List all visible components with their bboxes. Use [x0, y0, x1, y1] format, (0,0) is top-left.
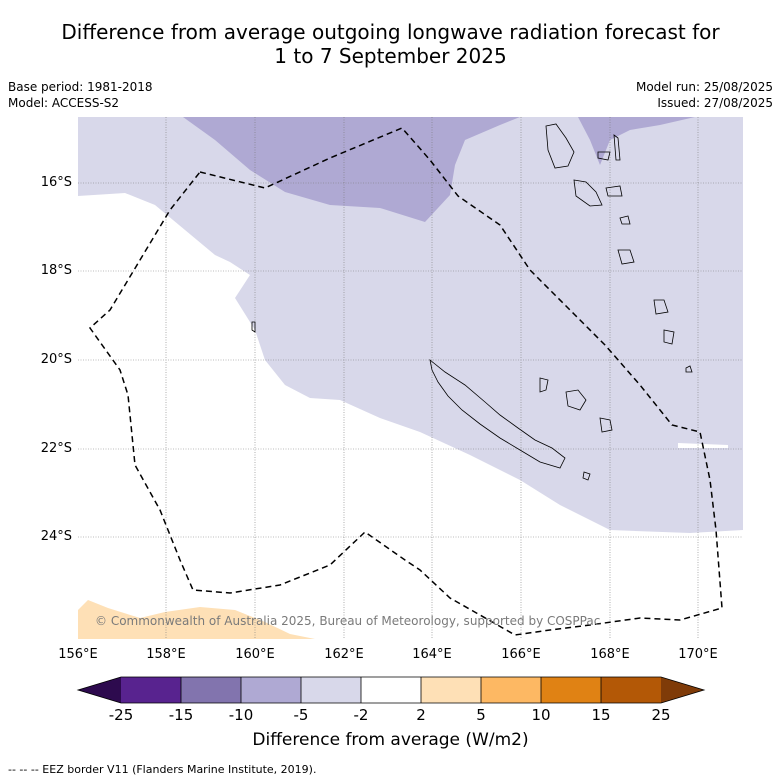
new-caledonia-coast [429, 359, 566, 469]
model-name: Model: ACCESS-S2 [8, 96, 120, 110]
colorbar-extend-high [661, 677, 704, 703]
colorbar-tick: -25 [108, 706, 134, 724]
vanuatu-erromango [617, 249, 635, 265]
anomaly-region-minus2-to-minus5 [78, 117, 743, 533]
isle-of-pines [582, 471, 591, 481]
vanuatu-espiritu-santo [545, 123, 575, 169]
colorbar-tick: 25 [651, 706, 671, 724]
colorbar-tick: -2 [353, 706, 369, 724]
loyalty-island-mare [599, 417, 613, 433]
colorbar-segment [181, 677, 241, 703]
colorbar-segment [121, 677, 181, 703]
vanuatu-maewo [597, 151, 611, 161]
colorbar-tick: 10 [531, 706, 551, 724]
base-period: Base period: 1981-2018 [8, 80, 153, 94]
map-area [78, 117, 743, 639]
lon-label-170e: 170°E [678, 647, 718, 662]
eez-border [89, 127, 723, 636]
colorbar-segment [301, 677, 361, 703]
colorbar-segment [541, 677, 601, 703]
map-title-line-2: 1 to 7 September 2025 [274, 44, 507, 68]
vanuatu-tanna [653, 299, 669, 315]
colorbar-segment [601, 677, 661, 703]
anomaly-region-minus5-to-minus10-north [578, 117, 695, 165]
colorbar-tick: -15 [168, 706, 194, 724]
lon-label-168e: 168°E [590, 647, 630, 662]
loyalty-island-lifou [565, 389, 587, 411]
vanuatu-efate [619, 215, 631, 225]
colorbar-label: Difference from average (W/m2) [252, 730, 529, 750]
eez-footnote: -- -- -- EEZ border V11 (Flanders Marine… [8, 763, 317, 776]
lat-label-18s: 18°S [40, 263, 72, 278]
colorbar-tick: -5 [293, 706, 309, 724]
lon-label-160e: 160°E [235, 647, 275, 662]
lon-label-166e: 166°E [501, 647, 541, 662]
colorbar-outline [76, 676, 706, 704]
issued-date: Issued: 27/08/2025 [657, 96, 773, 110]
colorbar-tick: -10 [228, 706, 254, 724]
coastlines [251, 123, 693, 481]
lon-label-164e: 164°E [412, 647, 452, 662]
loyalty-island-ouvea [539, 377, 549, 393]
lon-label-162e: 162°E [324, 647, 364, 662]
lon-label-158e: 158°E [146, 647, 186, 662]
colorbar-tick: 2 [416, 706, 426, 724]
lat-label-20s: 20°S [40, 352, 72, 367]
lon-label-156e: 156°E [58, 647, 98, 662]
colorbar-extend-low [78, 677, 121, 703]
vanuatu-aneityum [663, 329, 675, 345]
anomaly-region-plus2-to-plus5 [78, 600, 315, 639]
chesterfield-islet [251, 321, 256, 333]
colorbar [76, 676, 706, 704]
colorbar-tick: 15 [591, 706, 611, 724]
anomaly-region-minus5-to-minus10 [183, 117, 520, 222]
colorbar-segment [241, 677, 301, 703]
vanuatu-pentecost [613, 134, 621, 161]
model-run: Model run: 25/08/2025 [635, 80, 773, 94]
vanuatu-ambrym [605, 185, 623, 197]
map-title-line-1: Difference from average outgoing longwav… [61, 20, 720, 44]
lat-label-24s: 24°S [40, 529, 72, 544]
lat-label-16s: 16°S [40, 175, 72, 190]
colorbar-segment [421, 677, 481, 703]
vanuatu-malekula [573, 179, 603, 207]
hunter-island [685, 365, 693, 373]
copyright-notice: © Commonwealth of Australia 2025, Bureau… [95, 614, 601, 628]
colorbar-segment [481, 677, 541, 703]
lat-label-22s: 22°S [40, 441, 72, 456]
colorbar-tick: 5 [476, 706, 486, 724]
gridlines [78, 117, 743, 639]
colorbar-segment [361, 677, 421, 703]
